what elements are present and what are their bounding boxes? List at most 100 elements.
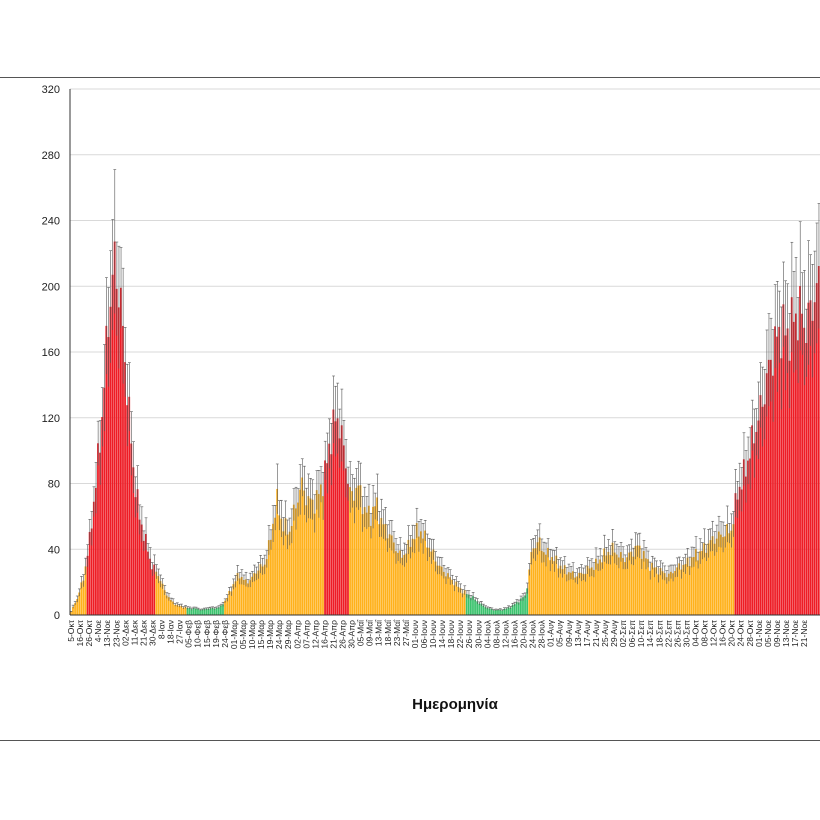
x-tick-label: 04-Ιουλ	[482, 619, 492, 648]
bar	[201, 609, 204, 615]
bar	[742, 459, 745, 615]
bar	[697, 560, 699, 615]
bar	[407, 539, 410, 615]
x-tick-label: 16-Οκτ	[75, 619, 85, 646]
bar	[663, 573, 666, 615]
x-tick-label: 23-Νοε	[111, 620, 121, 647]
x-tick-label: 16-Οκτ	[718, 619, 728, 646]
bar	[457, 586, 460, 615]
bar	[715, 538, 718, 615]
bar	[659, 568, 662, 615]
x-tick-label: 4-Νοε	[93, 620, 103, 642]
bar	[532, 548, 535, 615]
bar	[128, 396, 131, 615]
bar	[247, 583, 249, 615]
bar	[186, 607, 189, 615]
bar	[355, 487, 358, 615]
bar	[792, 321, 795, 615]
x-tick-label: 10-Φεβ	[193, 620, 203, 648]
bar	[365, 512, 368, 615]
bar	[461, 593, 464, 615]
bar	[274, 517, 276, 615]
bar	[313, 513, 316, 615]
bar	[688, 566, 691, 615]
bar	[84, 566, 87, 615]
bar	[97, 443, 99, 615]
x-tick-label: 26-Οκτ	[84, 619, 94, 646]
bar	[453, 585, 456, 615]
bar	[547, 547, 549, 615]
bar	[597, 563, 599, 615]
bar	[107, 337, 110, 615]
bar	[359, 485, 362, 615]
y-tick-label: 240	[42, 216, 60, 228]
bar	[390, 535, 393, 615]
bar	[817, 266, 820, 615]
bar	[295, 508, 297, 615]
bar	[734, 493, 737, 615]
bar	[613, 552, 616, 615]
bar	[278, 515, 281, 615]
bar	[655, 567, 658, 615]
bar	[320, 484, 322, 615]
x-tick-label: 16-Ιουλ	[509, 619, 519, 648]
bar	[182, 607, 185, 615]
bar	[757, 420, 760, 615]
bar	[426, 547, 429, 615]
bar	[665, 577, 668, 615]
bar	[455, 581, 458, 615]
bar	[480, 603, 483, 615]
x-tick-label: 13-Αυγ	[573, 619, 583, 647]
x-tick-label: 10-Ιουν	[428, 620, 438, 648]
bar	[174, 604, 176, 615]
bar	[86, 555, 89, 615]
bar	[126, 405, 129, 615]
bar	[538, 537, 541, 615]
bar	[678, 563, 681, 615]
x-tick-label: 30-Απρ	[347, 620, 357, 649]
bar	[436, 565, 439, 615]
bar	[228, 590, 231, 615]
y-tick-label: 0	[54, 610, 60, 622]
x-tick-label: 08-Οκτ	[700, 619, 710, 646]
bar	[609, 555, 612, 615]
bar	[684, 564, 687, 615]
bar	[540, 550, 543, 615]
x-tick-label: 30-Σεπ	[681, 620, 691, 647]
bar	[157, 576, 160, 615]
bar	[203, 609, 206, 615]
bar	[370, 525, 372, 615]
bar	[420, 531, 422, 615]
bar	[363, 507, 366, 615]
bar	[120, 287, 122, 615]
bar	[607, 551, 610, 615]
bar	[401, 557, 404, 615]
x-tick-label: 15-Μαρ	[256, 620, 266, 649]
x-tick-label: 04-Οκτ	[690, 619, 700, 646]
bar	[238, 578, 241, 615]
bar	[192, 608, 195, 615]
x-tick-label: 12-Απρ	[310, 620, 320, 649]
bar	[399, 550, 401, 615]
bar	[428, 547, 431, 615]
x-tick-label: 14-Ιουν	[437, 620, 447, 648]
bar	[132, 467, 135, 615]
bar	[117, 307, 120, 615]
bar	[395, 551, 397, 615]
bar	[570, 572, 572, 615]
bar	[188, 608, 191, 615]
x-tick-label: 26-Σεπ	[672, 620, 682, 647]
bar	[765, 373, 768, 615]
bar	[753, 443, 756, 615]
x-tick-label: 8-Ιαν	[157, 620, 167, 639]
bar	[701, 550, 704, 615]
bar	[778, 326, 781, 615]
bar	[584, 573, 587, 615]
bar	[290, 526, 293, 615]
y-tick-label: 120	[42, 413, 60, 425]
bar	[501, 610, 504, 615]
x-tick-label: 21-Αυγ	[591, 619, 601, 647]
bar	[528, 569, 531, 615]
x-tick-label: 17-Αυγ	[582, 619, 592, 647]
